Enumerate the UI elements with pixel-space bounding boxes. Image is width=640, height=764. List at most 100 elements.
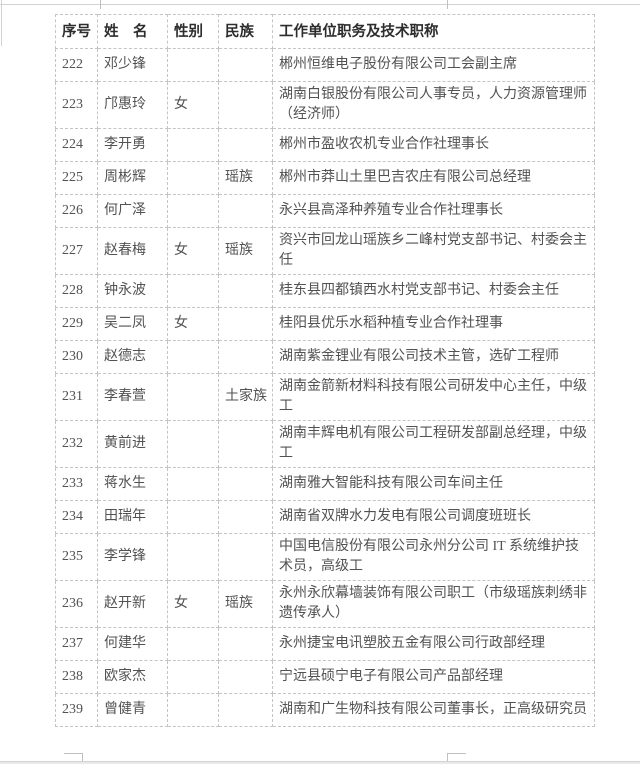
cell-serial-number: 238	[55, 660, 98, 694]
cell-serial-number: 233	[55, 467, 98, 501]
cell-ethnicity: 瑶族	[218, 580, 273, 628]
table-row: 226 何广泽 永兴县高泽种养殖专业合作社理事长	[55, 194, 595, 228]
cell-gender	[167, 627, 219, 661]
cell-position-title: 郴州市盈收农机专业合作社理事长	[272, 128, 595, 162]
cell-name: 田瑞年	[97, 500, 168, 534]
cell-name: 李学锋	[97, 533, 168, 581]
table-row: 237 何建华 永州捷宝电讯塑胶五金有限公司行政部经理	[55, 627, 595, 661]
col-header-name: 姓 名	[97, 14, 168, 49]
table-row: 227 赵春梅 女 瑶族 资兴市回龙山瑶族乡二峰村党支部书记、村委会主任	[55, 227, 595, 275]
cell-gender	[167, 274, 219, 308]
cell-ethnicity	[218, 307, 273, 341]
cell-serial-number: 235	[55, 533, 98, 581]
cell-name: 李春萱	[97, 373, 168, 421]
table-row: 236 赵开新 女 瑶族 永州永欣幕墙装饰有限公司职工（市级瑶族刺绣非遗传承人）	[55, 580, 595, 628]
cell-gender	[167, 340, 219, 374]
cell-gender	[167, 420, 219, 468]
cell-name: 周彬辉	[97, 161, 168, 195]
cell-gender: 女	[167, 227, 219, 275]
cell-gender	[167, 161, 219, 195]
cell-gender	[167, 693, 219, 727]
table-row: 224 李开勇 郴州市盈收农机专业合作社理事长	[55, 128, 595, 162]
cell-serial-number: 228	[55, 274, 98, 308]
cell-serial-number: 232	[55, 420, 98, 468]
table-row: 230 赵德志 湖南紫金锂业有限公司技术主管，选矿工程师	[55, 340, 595, 374]
cell-position-title: 湖南雅大智能科技有限公司车间主任	[272, 467, 595, 501]
table-row: 223 邝惠玲 女 湖南白银股份有限公司人事专员，人力资源管理师（经济师）	[55, 81, 595, 129]
cell-position-title: 郴州市莽山土里巴吉农庄有限公司总经理	[272, 161, 595, 195]
cell-serial-number: 226	[55, 194, 98, 228]
margin-corner-mark	[447, 753, 466, 761]
cell-serial-number: 223	[55, 81, 98, 129]
cell-ethnicity	[218, 627, 273, 661]
cell-position-title: 湖南紫金锂业有限公司技术主管，选矿工程师	[272, 340, 595, 374]
cell-ethnicity	[218, 500, 273, 534]
cell-gender	[167, 194, 219, 228]
cell-ethnicity	[218, 467, 273, 501]
cell-position-title: 湖南丰辉电机有限公司工程研发部副总经理，中级工	[272, 420, 595, 468]
page-left-edge	[1, 0, 2, 46]
table-row: 232 黄前进 湖南丰辉电机有限公司工程研发部副总经理，中级工	[55, 420, 595, 468]
cell-serial-number: 225	[55, 161, 98, 195]
col-header-ethnicity: 民族	[218, 14, 273, 49]
cell-position-title: 湖南白银股份有限公司人事专员，人力资源管理师（经济师）	[272, 81, 595, 129]
cell-ethnicity	[218, 128, 273, 162]
cell-serial-number: 224	[55, 128, 98, 162]
cell-serial-number: 231	[55, 373, 98, 421]
cell-position-title: 资兴市回龙山瑶族乡二峰村党支部书记、村委会主任	[272, 227, 595, 275]
cell-position-title: 永兴县高泽种养殖专业合作社理事长	[272, 194, 595, 228]
header-row: 序号 姓 名 性别 民族 工作单位职务及技术职称	[55, 14, 595, 49]
cell-name: 赵德志	[97, 340, 168, 374]
canvas-gap	[0, 762, 640, 764]
margin-tick	[447, 0, 448, 9]
cell-serial-number: 236	[55, 580, 98, 628]
cell-gender: 女	[167, 307, 219, 341]
cell-serial-number: 230	[55, 340, 98, 374]
cell-name: 欧家杰	[97, 660, 168, 694]
cell-ethnicity	[218, 693, 273, 727]
table-body: 222 邓少锋 郴州恒维电子股份有限公司工会副主席 223 邝惠玲 女 湖南白银…	[55, 48, 595, 727]
cell-name: 邓少锋	[97, 48, 168, 82]
cell-name: 曾健青	[97, 693, 168, 727]
cell-position-title: 湖南省双牌水力发电有限公司调度班班长	[272, 500, 595, 534]
cell-ethnicity	[218, 340, 273, 374]
cell-position-title: 湖南金箭新材料科技有限公司研发中心主任，中级工	[272, 373, 595, 421]
cell-name: 李开勇	[97, 128, 168, 162]
cell-position-title: 桂东县四都镇西水村党支部书记、村委会主任	[272, 274, 595, 308]
cell-gender	[167, 467, 219, 501]
cell-position-title: 郴州恒维电子股份有限公司工会副主席	[272, 48, 595, 82]
cell-name: 钟永波	[97, 274, 168, 308]
page-bottom-edge	[0, 761, 640, 762]
cell-gender	[167, 128, 219, 162]
table-row: 238 欧家杰 宁远县硕宁电子有限公司产品部经理	[55, 660, 595, 694]
cell-ethnicity	[218, 420, 273, 468]
col-header-serial-number: 序号	[55, 14, 98, 49]
cell-position-title: 湖南和广生物科技有限公司董事长，正高级研究员	[272, 693, 595, 727]
cell-ethnicity: 土家族	[218, 373, 273, 421]
cell-serial-number: 237	[55, 627, 98, 661]
cell-ethnicity	[218, 81, 273, 129]
personnel-table: 序号 姓 名 性别 民族 工作单位职务及技术职称 222 邓少锋 郴州恒维电子股…	[55, 14, 595, 727]
cell-name: 赵开新	[97, 580, 168, 628]
cell-ethnicity: 瑶族	[218, 227, 273, 275]
cell-name: 吴二凤	[97, 307, 168, 341]
table-row: 239 曾健青 湖南和广生物科技有限公司董事长，正高级研究员	[55, 693, 595, 727]
cell-name: 邝惠玲	[97, 81, 168, 129]
margin-tick	[100, 0, 101, 9]
cell-name: 蒋水生	[97, 467, 168, 501]
table-row: 231 李春萱 土家族 湖南金箭新材料科技有限公司研发中心主任，中级工	[55, 373, 595, 421]
table-row: 233 蒋水生 湖南雅大智能科技有限公司车间主任	[55, 467, 595, 501]
cell-name: 何建华	[97, 627, 168, 661]
cell-ethnicity	[218, 660, 273, 694]
cell-position-title: 桂阳县优乐水稻种植专业合作社理事	[272, 307, 595, 341]
cell-gender	[167, 533, 219, 581]
col-header-position-title: 工作单位职务及技术职称	[272, 14, 595, 49]
cell-serial-number: 222	[55, 48, 98, 82]
cell-gender	[167, 500, 219, 534]
table-row: 234 田瑞年 湖南省双牌水力发电有限公司调度班班长	[55, 500, 595, 534]
cell-position-title: 宁远县硕宁电子有限公司产品部经理	[272, 660, 595, 694]
cell-serial-number: 229	[55, 307, 98, 341]
table-row: 229 吴二凤 女 桂阳县优乐水稻种植专业合作社理事	[55, 307, 595, 341]
cell-serial-number: 234	[55, 500, 98, 534]
